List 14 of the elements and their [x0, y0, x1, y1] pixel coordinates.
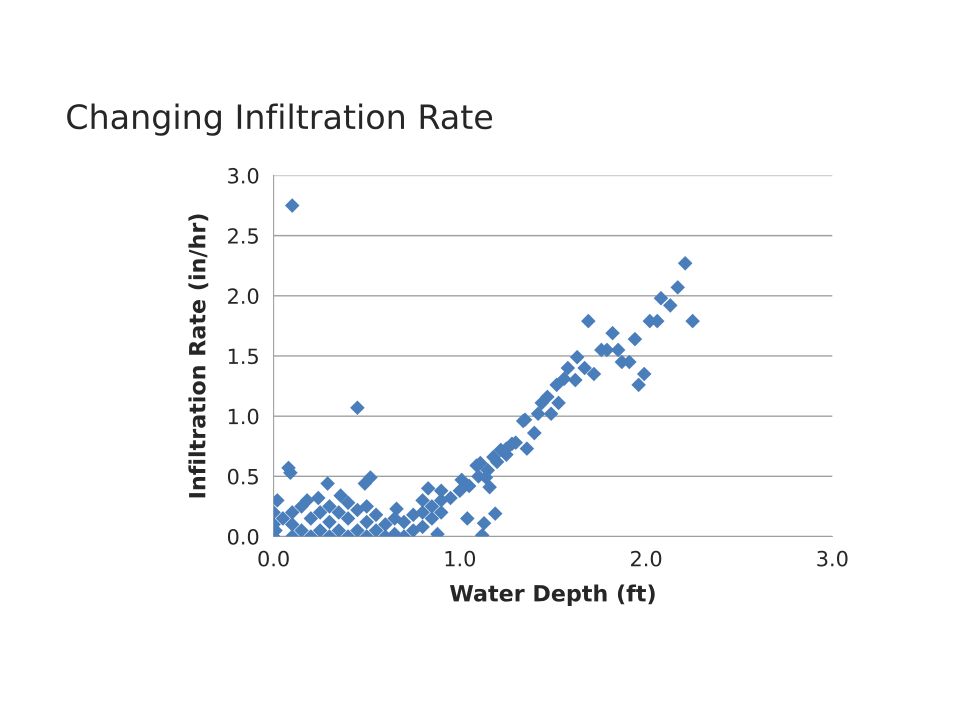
x-axis-title: Water Depth (ft)	[450, 584, 655, 606]
y-tick-label: 1.0	[228, 408, 258, 424]
y-tick-label: 0.0	[228, 528, 258, 545]
chart-title: Changing Infiltration Rate	[67, 103, 492, 136]
y-tick-label: 3.0	[228, 168, 258, 184]
y-tick-label: 2.5	[228, 228, 258, 244]
y-tick-label: 1.5	[228, 348, 258, 364]
x-tick-label: 2.0	[631, 550, 662, 567]
y-axis-title: Infiltration Rate (in/hr)	[188, 214, 208, 498]
x-tick-label: 0.0	[258, 550, 289, 567]
x-tick-label: 3.0	[817, 550, 848, 567]
y-tick-label: 0.5	[228, 468, 258, 485]
x-tick-label: 1.0	[446, 550, 476, 567]
y-tick-label: 2.0	[228, 288, 258, 304]
